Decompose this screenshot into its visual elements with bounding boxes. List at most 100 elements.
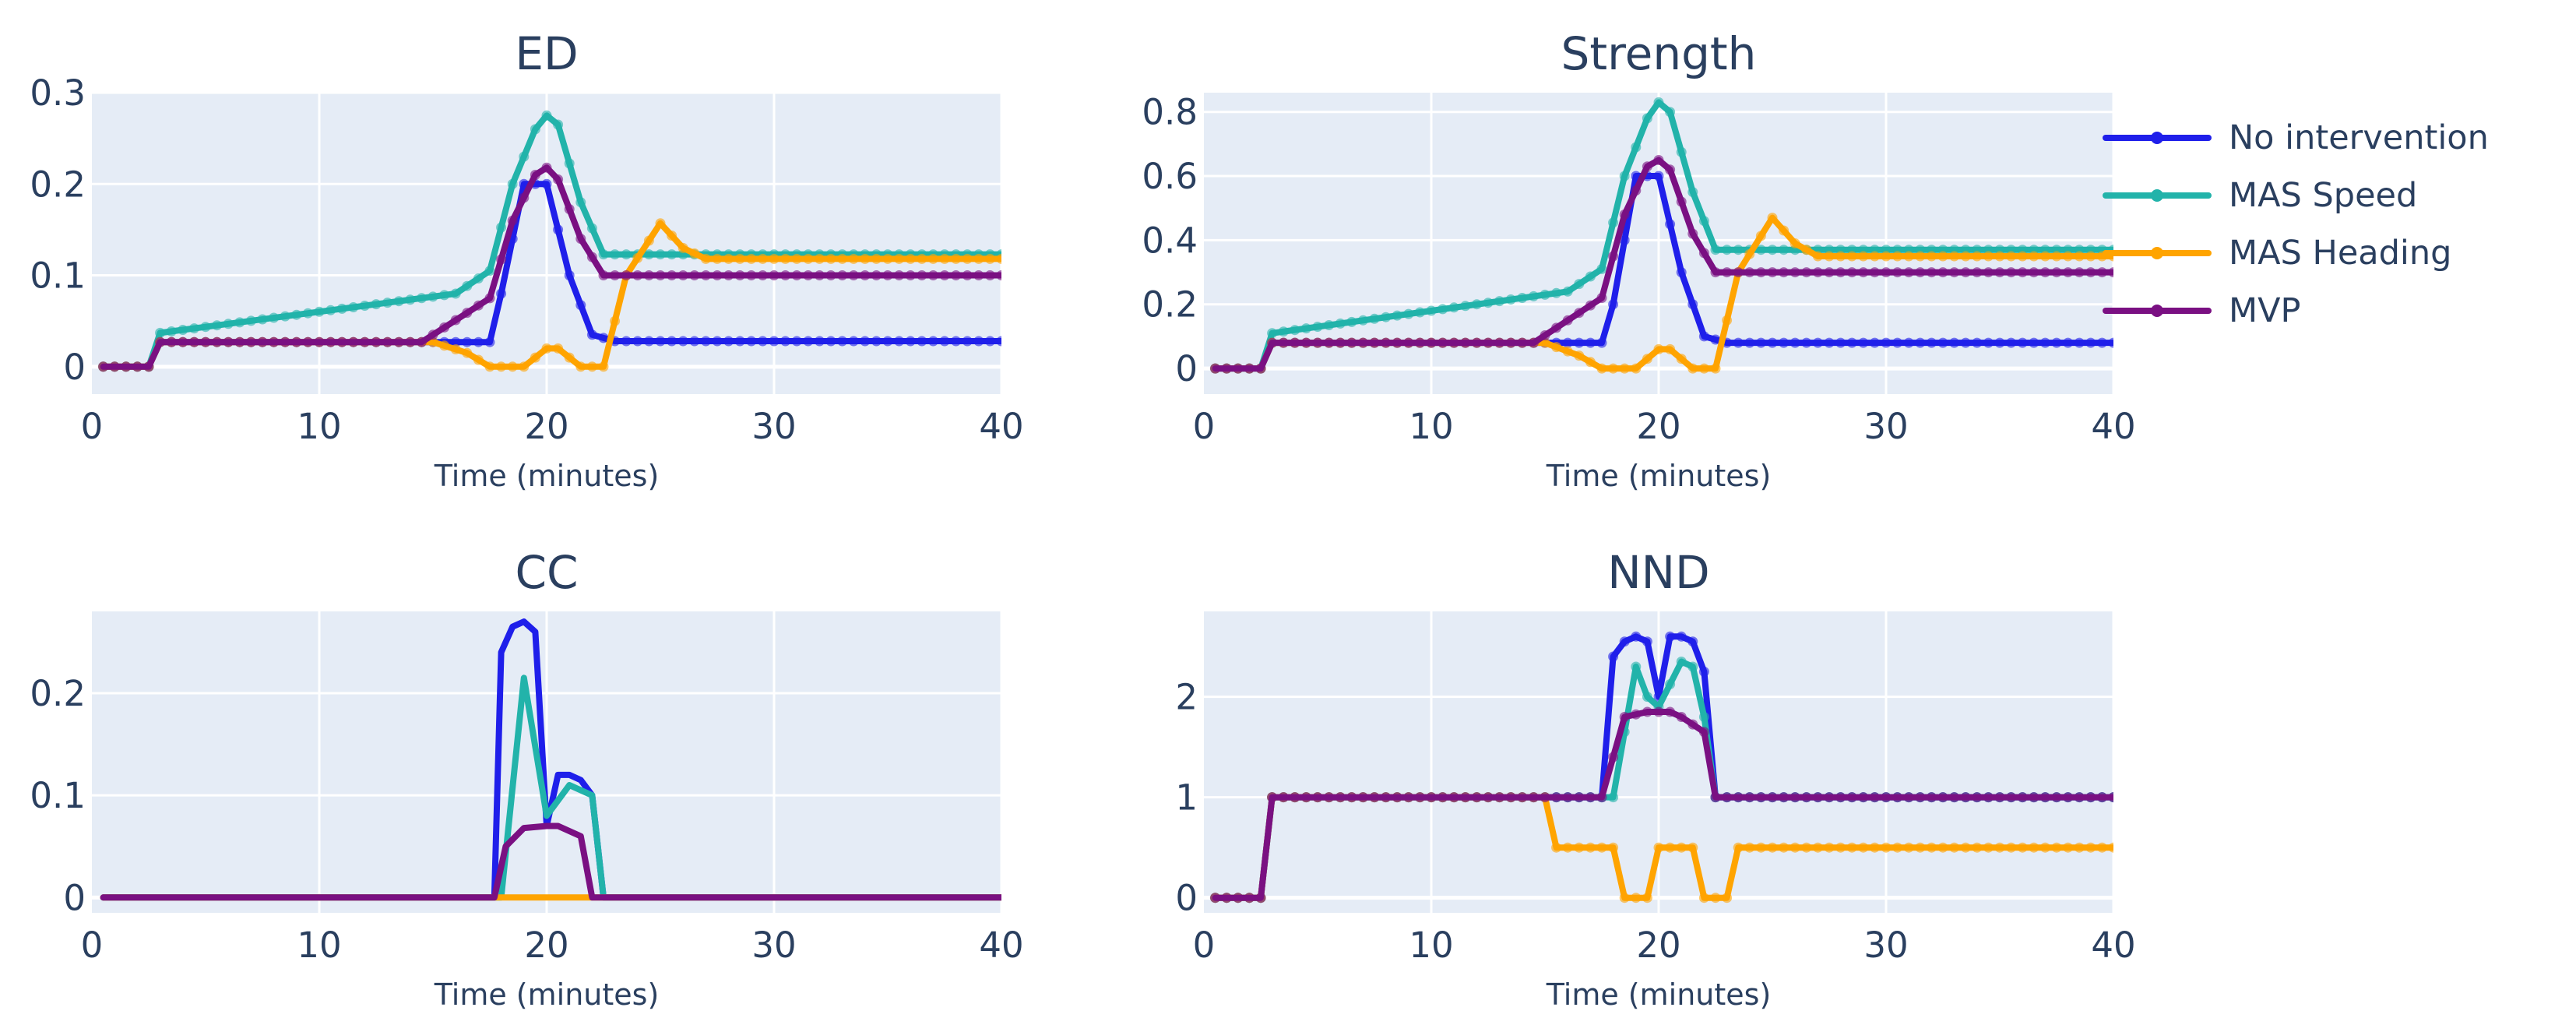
data-point (1403, 308, 1414, 319)
data-point (1653, 171, 1664, 181)
data-point (927, 270, 938, 280)
data-point (178, 336, 188, 347)
data-point (484, 361, 495, 372)
legend: No intervention MAS Speed MAS Heading MV… (2103, 109, 2489, 340)
data-point (1585, 842, 1596, 853)
x-tick-label: 10 (297, 406, 341, 447)
data-point (1926, 792, 1937, 803)
data-point (871, 270, 882, 280)
data-point (1619, 234, 1630, 245)
data-point (245, 315, 256, 326)
data-point (1517, 293, 1528, 303)
data-point (1698, 216, 1709, 227)
data-point (2063, 792, 2074, 803)
x-tick-label: 0 (81, 406, 104, 447)
data-point (1698, 712, 1709, 722)
data-point (178, 325, 188, 335)
data-point (643, 235, 654, 246)
data-point (1665, 706, 1676, 717)
data-point (984, 270, 995, 280)
data-point (1846, 267, 1857, 278)
x-tick-label: 20 (524, 406, 568, 447)
legend-item-mas-speed[interactable]: MAS Speed (2103, 167, 2489, 224)
data-point (2096, 792, 2107, 803)
x-tick-label: 30 (751, 406, 796, 447)
data-point (382, 298, 393, 308)
subplot-ed: ED 0 10 20 30 40 0 0.1 0.2 0.3 Time (minutes) (30, 27, 1023, 493)
data-point (1835, 842, 1846, 853)
y-tick-label: 0.3 (30, 72, 86, 114)
data-point (1426, 337, 1437, 348)
data-point (1494, 792, 1505, 803)
data-point (405, 294, 416, 305)
data-point (302, 336, 313, 347)
data-point (1562, 337, 1573, 348)
data-point (1812, 267, 1823, 278)
data-point (1585, 300, 1596, 311)
data-point (1869, 337, 1880, 348)
data-point (496, 288, 507, 299)
data-point (1960, 251, 1971, 262)
data-point (643, 249, 654, 260)
data-point (1631, 893, 1642, 903)
data-point (291, 309, 302, 320)
data-point (1801, 337, 1812, 348)
data-point (234, 336, 245, 347)
data-point (1483, 298, 1494, 308)
data-point (348, 302, 359, 312)
legend-label: MVP (2229, 291, 2301, 330)
data-point (643, 270, 654, 280)
data-point (1608, 651, 1619, 662)
data-point (1357, 337, 1368, 348)
x-axis-label: Time (minutes) (434, 459, 660, 493)
data-point (1608, 251, 1619, 262)
data-point (1653, 155, 1664, 165)
data-point (1698, 363, 1709, 374)
data-point (1869, 792, 1880, 803)
data-point (1608, 842, 1619, 853)
data-point (1949, 842, 1960, 853)
data-point (1892, 792, 1903, 803)
series-group (1210, 631, 2113, 903)
legend-item-mas-heading[interactable]: MAS Heading (2103, 224, 2489, 282)
data-point (1369, 792, 1380, 803)
data-point (1562, 315, 1573, 326)
data-point (2074, 792, 2085, 803)
legend-item-no-intervention[interactable]: No intervention (2103, 109, 2489, 167)
data-point (439, 290, 450, 301)
data-point (1869, 267, 1880, 278)
data-point (359, 336, 370, 347)
data-point (1789, 267, 1800, 278)
y-tick-label: 0 (1175, 878, 1198, 919)
data-point (462, 336, 473, 347)
data-point (871, 253, 882, 264)
y-tick-label: 0 (1175, 348, 1198, 389)
data-point (860, 270, 871, 280)
data-point (1300, 323, 1311, 334)
data-point (450, 315, 461, 326)
x-axis-label: Time (minutes) (434, 977, 660, 1012)
data-point (1369, 337, 1380, 348)
data-point (314, 306, 325, 317)
data-point (1789, 792, 1800, 803)
data-point (1471, 337, 1482, 348)
legend-item-mvp[interactable]: MVP (2103, 282, 2489, 340)
data-point (188, 336, 199, 347)
data-point (1540, 289, 1550, 300)
data-point (1346, 337, 1357, 348)
data-point (1290, 792, 1300, 803)
x-tick-label: 10 (1409, 925, 1453, 966)
data-point (1812, 337, 1823, 348)
x-tick-label: 40 (979, 925, 1023, 966)
data-point (1585, 271, 1596, 282)
data-point (393, 336, 404, 347)
data-point (882, 270, 893, 280)
data-point (1994, 842, 2005, 853)
data-point (428, 291, 438, 302)
data-point (1755, 792, 1766, 803)
data-point (1949, 251, 1960, 262)
data-point (269, 336, 280, 347)
data-point (632, 336, 643, 347)
data-point (700, 336, 711, 347)
data-point (1824, 792, 1835, 803)
